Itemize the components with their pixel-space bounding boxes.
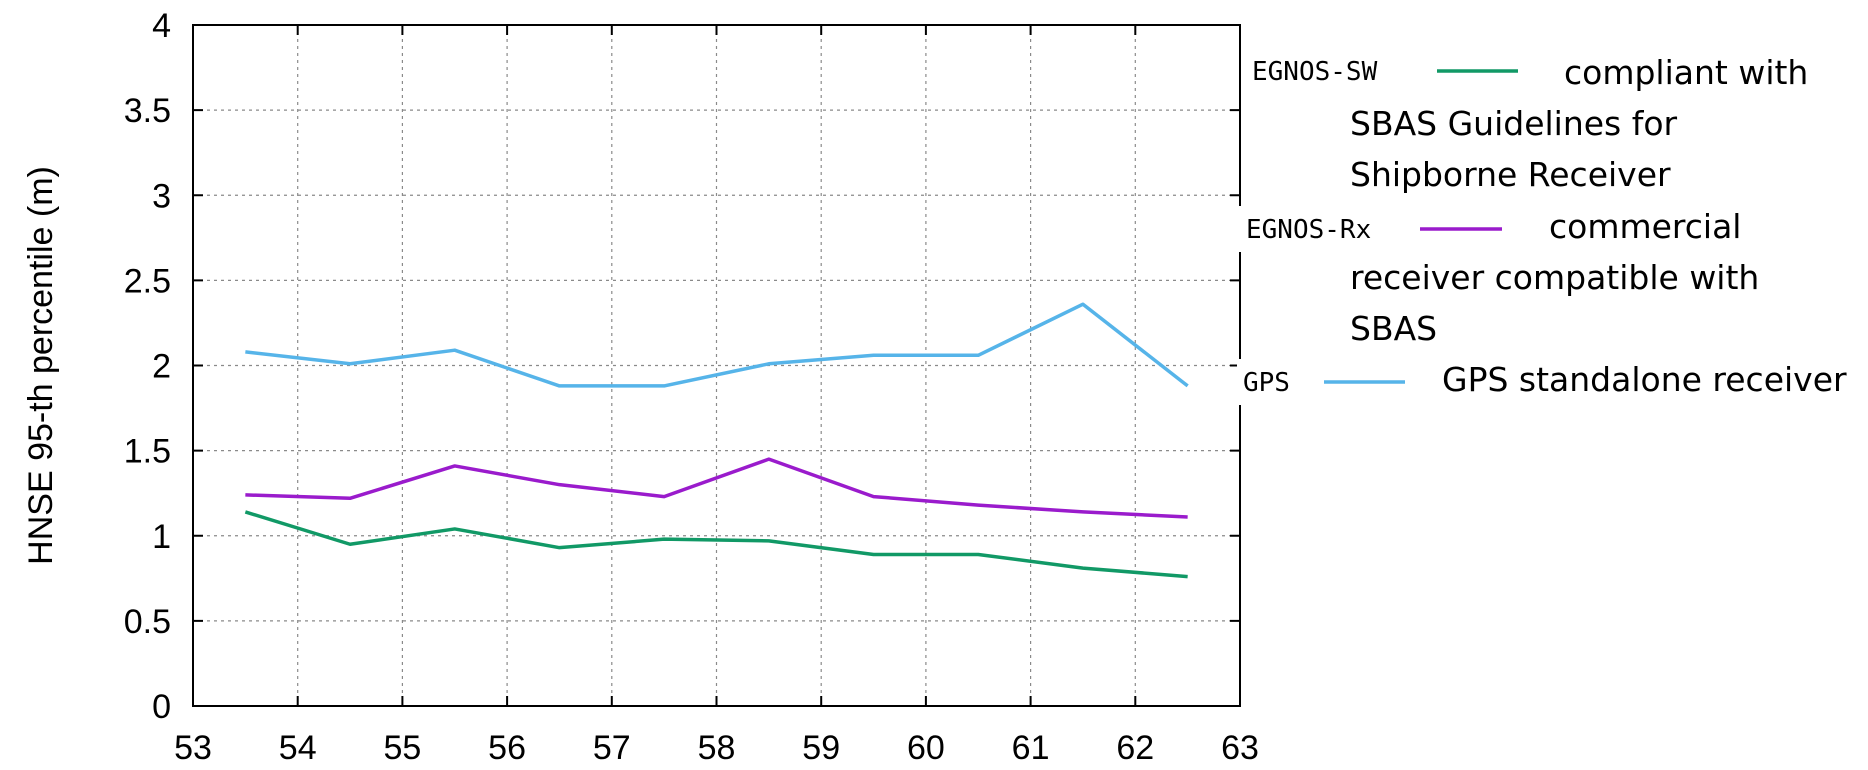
series-line-egnos-rx: [245, 457, 1188, 519]
legend-key-background: [1242, 48, 1442, 94]
legend-description-line: compliant with: [1564, 53, 1808, 92]
legend-key-egnos-rx: EGNOS-Rx: [1246, 215, 1371, 245]
ticks: 53 54 55 56 57 58 59 60 61 62 63 0 0.5 1 1.5 2 2.5 3 3.5 4: [124, 7, 1259, 767]
y-tick-label: 3.5: [124, 92, 171, 130]
legend-description-line: SBAS: [1350, 309, 1437, 348]
y-tick-label: 3: [152, 177, 171, 215]
y-tick-label: 4: [152, 7, 171, 45]
series-line-gps: [245, 302, 1189, 388]
grid: [193, 25, 1240, 706]
legend-key-egnos-sw: EGNOS-SW: [1252, 57, 1378, 87]
x-tick-label: 57: [593, 729, 631, 767]
y-tick-label: 2: [152, 348, 171, 386]
x-tick-label: 62: [1116, 729, 1154, 767]
x-tick-label: 55: [383, 729, 421, 767]
legend: EGNOS-SW compliant with SBAS Guidelines fo…: [1237, 48, 1847, 405]
y-tick-label: 0: [152, 688, 171, 726]
legend-description-line: Shipborne Receiver: [1350, 155, 1671, 194]
y-axis-label: HNSE 95-th percentile (m): [22, 166, 60, 565]
legend-key-background: [1237, 206, 1402, 252]
legend-description-line: GPS standalone receiver: [1442, 360, 1847, 399]
legend-key-background: [1237, 359, 1309, 405]
x-tick-label: 53: [174, 729, 212, 767]
y-tick-label: 2.5: [124, 262, 171, 300]
legend-description-line: commercial: [1549, 207, 1741, 246]
x-tick-label: 60: [907, 729, 945, 767]
legend-key-gps: GPS: [1243, 368, 1290, 398]
x-tick-label: 56: [488, 729, 526, 767]
y-tick-label: 1: [152, 518, 171, 556]
series-layer: [244, 302, 1189, 579]
x-tick-label: 63: [1221, 729, 1259, 767]
y-tick-label: 1.5: [124, 433, 171, 471]
x-tick-label: 61: [1012, 729, 1050, 767]
x-tick-label: 58: [698, 729, 736, 767]
x-tick-label: 59: [802, 729, 840, 767]
legend-description-line: SBAS Guidelines for: [1350, 104, 1678, 143]
x-tick-label: 54: [279, 729, 317, 767]
y-tick-label: 0.5: [124, 603, 171, 641]
legend-description-line: receiver compatible with: [1350, 258, 1759, 297]
series-line-egnos-sw: [244, 510, 1188, 579]
